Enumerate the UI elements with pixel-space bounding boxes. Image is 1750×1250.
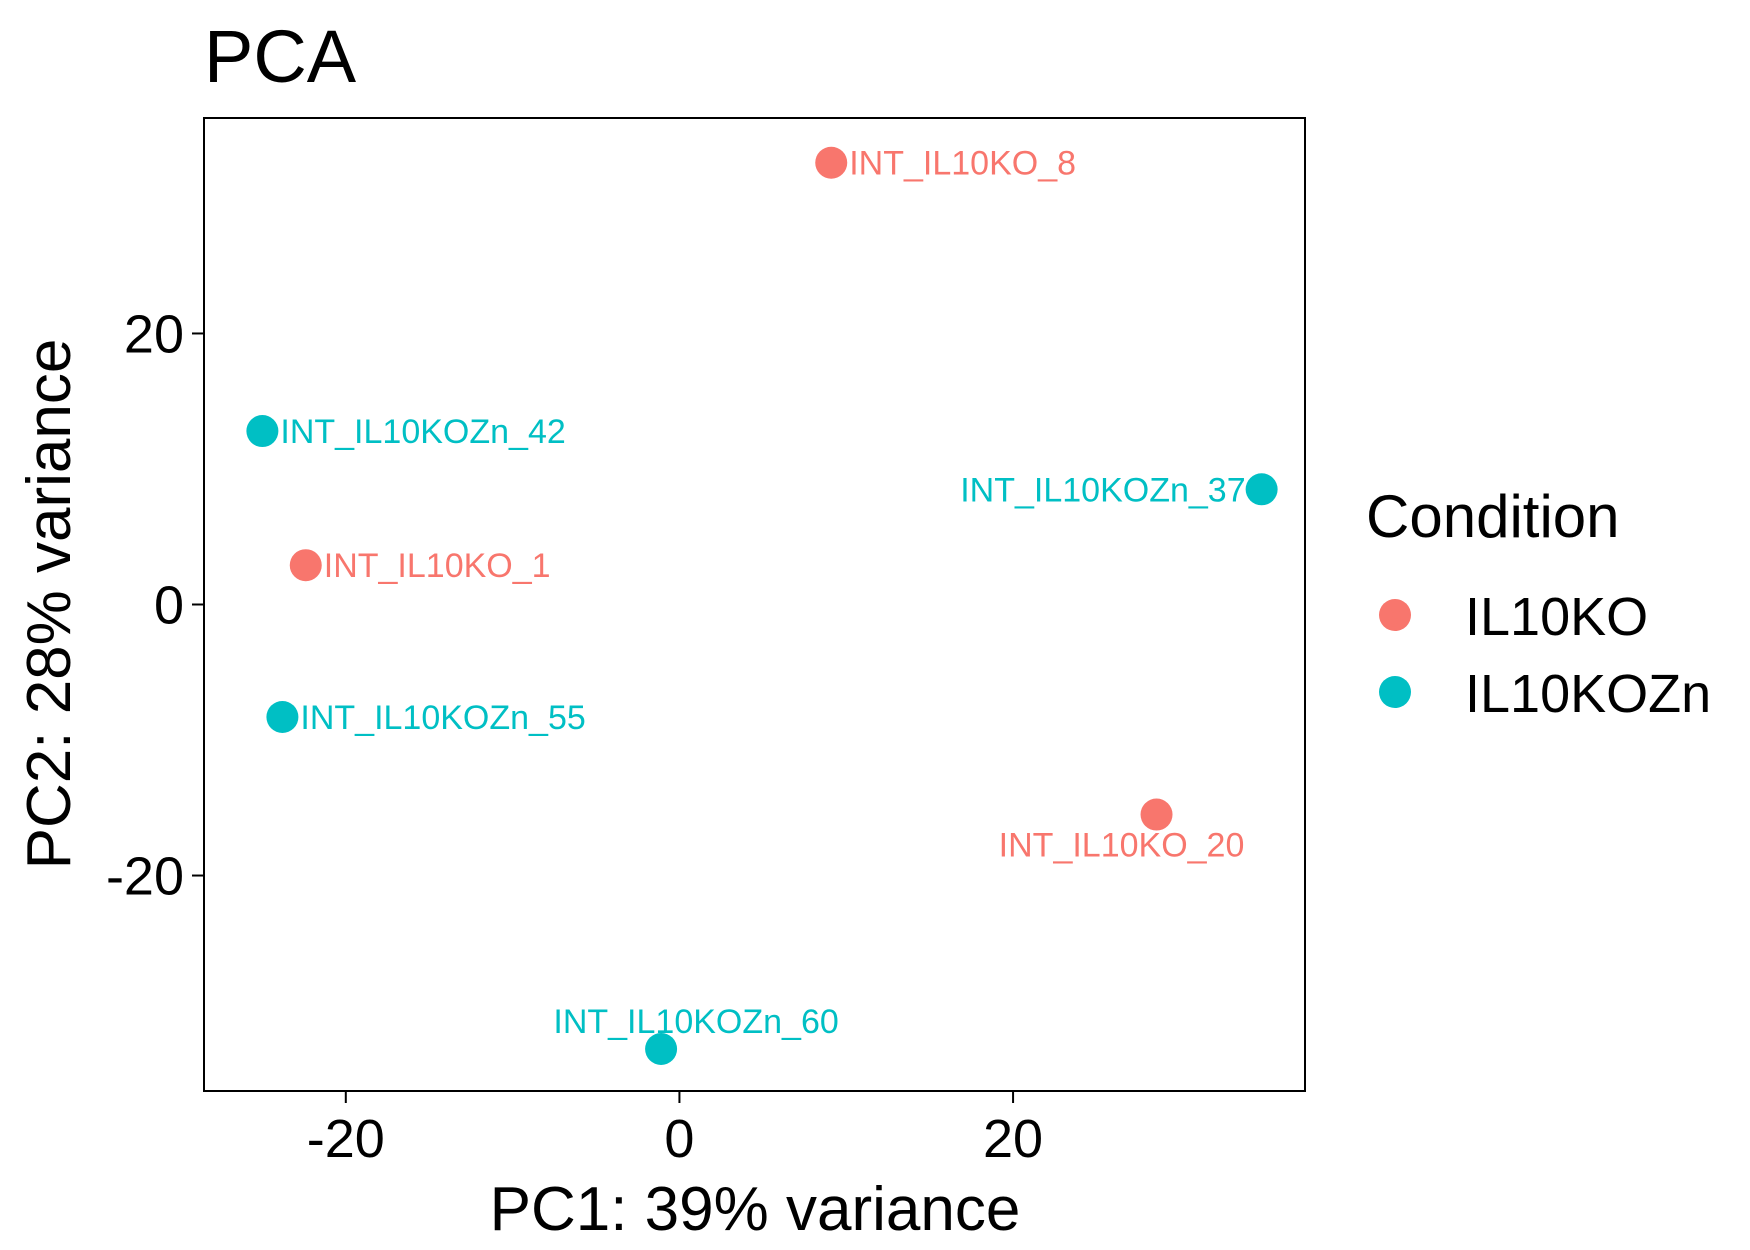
y-tick-label: 20 xyxy=(124,304,184,364)
y-tick-label: 0 xyxy=(154,576,184,636)
legend-label: IL10KOZn xyxy=(1465,664,1711,724)
data-point xyxy=(645,1032,678,1065)
point-label: INT_IL10KO_20 xyxy=(999,827,1245,865)
legend-swatch xyxy=(1379,676,1411,708)
y-axis-label: PC2: 28% variance xyxy=(15,339,84,870)
legend: Condition a IL10KO a IL10KOZn xyxy=(1366,483,1711,724)
data-point xyxy=(246,415,279,448)
x-axis-label: PC1: 39% variance xyxy=(490,1175,1021,1244)
data-point xyxy=(815,146,848,179)
legend-key-glyph: a xyxy=(1387,600,1404,633)
data-point xyxy=(289,549,322,582)
point-label: INT_IL10KO_8 xyxy=(849,145,1076,183)
data-point xyxy=(1140,798,1173,831)
legend-key: a xyxy=(1379,676,1411,710)
plot-panel xyxy=(203,117,1306,1092)
legend-title: Condition xyxy=(1366,483,1620,550)
point-labels: INT_IL10KO_8 INT_IL10KO_1 INT_IL10KO_20 INT… xyxy=(280,145,1245,1041)
chart-title: PCA xyxy=(204,15,357,98)
x-tick-label: 20 xyxy=(983,1109,1043,1169)
point-label: INT_IL10KOZn_37 xyxy=(960,471,1245,509)
legend-swatch xyxy=(1379,599,1411,631)
data-point xyxy=(1245,473,1278,506)
y-axis: -20 0 20 xyxy=(106,304,204,907)
y-tick-label: -20 xyxy=(106,847,184,907)
legend-key: a xyxy=(1379,599,1411,633)
point-label: INT_IL10KOZn_42 xyxy=(280,413,565,451)
point-label: INT_IL10KOZn_55 xyxy=(300,699,585,737)
data-point xyxy=(266,700,299,733)
x-tick-label: 0 xyxy=(664,1109,694,1169)
data-points xyxy=(246,146,1278,1065)
legend-label: IL10KO xyxy=(1465,587,1648,647)
point-label: INT_IL10KO_1 xyxy=(324,547,551,585)
point-label: INT_IL10KOZn_60 xyxy=(553,1003,838,1041)
legend-key-glyph: a xyxy=(1387,677,1404,710)
x-tick-label: -20 xyxy=(307,1109,385,1169)
x-axis: -20 0 20 xyxy=(307,1091,1043,1169)
